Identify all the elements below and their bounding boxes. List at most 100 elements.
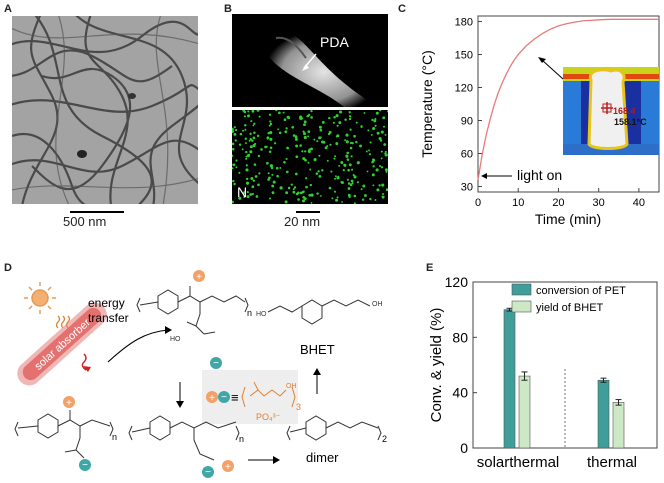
- nitrogen-dot: [244, 128, 247, 131]
- nitrogen-dot: [336, 124, 339, 127]
- nitrogen-dot: [365, 150, 368, 153]
- nitrogen-dot: [310, 193, 314, 197]
- bar: [503, 309, 516, 449]
- nitrogen-dot: [246, 177, 249, 180]
- y-tick-label: 40: [452, 385, 468, 401]
- subscript-2: 2: [382, 434, 387, 444]
- heat-arrow: [81, 353, 87, 371]
- nitrogen-dot: [353, 134, 356, 138]
- nitrogen-dot: [344, 118, 347, 121]
- nitrogen-dot: [243, 196, 246, 199]
- y-tick-label: 0: [460, 440, 468, 456]
- nitrogen-dot: [348, 117, 352, 121]
- nitrogen-dot: [232, 129, 235, 133]
- conversion-yield-chart: 0 40 80 120 solarthermal thermal Conv. & yiel…: [428, 274, 658, 471]
- nitrogen-dot: [304, 158, 307, 162]
- subscript-3: 3: [296, 402, 301, 412]
- nitrogen-dot: [271, 191, 275, 195]
- nitrogen-dot: [326, 159, 329, 162]
- nitrogen-dot: [361, 198, 365, 201]
- nitrogen-dot: [347, 193, 351, 197]
- nitrogen-dot: [384, 152, 387, 155]
- legend-swatch: [511, 283, 532, 296]
- pet-catalyst-complex: [136, 286, 249, 335]
- nitrogen-dot: [381, 183, 385, 187]
- nitrogen-dot: [304, 150, 307, 153]
- svg-text:−: −: [82, 460, 88, 471]
- bar: [518, 375, 531, 449]
- panel-c-label: C: [398, 3, 406, 15]
- nitrogen-dot: [349, 146, 353, 150]
- nitrogen-dot: [308, 150, 311, 153]
- element-label-n: N: [237, 184, 248, 200]
- nitrogen-dot: [384, 168, 388, 172]
- nitrogen-dot: [371, 118, 374, 122]
- nitrogen-dot: [269, 137, 273, 141]
- nitrogen-dot: [249, 132, 252, 136]
- nitrogen-dot: [328, 186, 332, 190]
- nitrogen-dot: [333, 115, 336, 119]
- panel-b-label: B: [224, 3, 232, 15]
- nitrogen-dot: [334, 155, 337, 158]
- nitrogen-dot: [249, 138, 252, 141]
- nitrogen-dot: [329, 143, 332, 146]
- nitrogen-dot: [349, 183, 353, 187]
- scalebar-b: [296, 211, 320, 213]
- nitrogen-dot: [294, 137, 298, 141]
- nitrogen-dot: [250, 177, 254, 180]
- nitrogen-dot: [352, 174, 355, 177]
- nitrogen-dot: [303, 132, 306, 136]
- nitrogen-dot: [346, 151, 349, 155]
- nitrogen-dot: [242, 129, 245, 132]
- nitrogen-dot: [271, 167, 273, 170]
- nitrogen-dot: [245, 150, 248, 154]
- nitrogen-dot: [295, 155, 299, 159]
- nitrogen-signal-dots: [232, 110, 388, 204]
- nitrogen-dot: [372, 184, 375, 187]
- nitrogen-dot: [244, 137, 247, 140]
- nitrogen-dot: [246, 195, 250, 199]
- nitrogen-dot: [273, 142, 277, 145]
- y-axis-title: Temperature (°C): [419, 50, 435, 158]
- nitrogen-dot: [302, 195, 306, 199]
- nitrogen-dot: [347, 182, 351, 185]
- nitrogen-dot: [373, 119, 377, 123]
- nitrogen-dot: [277, 128, 279, 131]
- y-tick-label: 60: [461, 149, 473, 161]
- nitrogen-dot: [286, 146, 289, 150]
- nitrogen-dot: [353, 194, 357, 198]
- sun-icon: [24, 282, 56, 314]
- inset-pointer-arrowhead: [538, 57, 546, 63]
- bar: [597, 379, 610, 449]
- nitrogen-dot: [283, 118, 287, 122]
- nitrogen-dot: [351, 182, 354, 185]
- nitrogen-dot: [278, 131, 282, 135]
- nitrogen-dot: [307, 161, 310, 164]
- eds-map-nitrogen: N: [232, 110, 388, 204]
- nitrogen-dot: [303, 135, 307, 140]
- nitrogen-dot: [369, 141, 372, 144]
- nitrogen-dot: [346, 178, 349, 181]
- nitrogen-dot: [319, 136, 322, 139]
- svg-text:−: −: [205, 467, 211, 478]
- nitrogen-dot: [318, 125, 322, 129]
- nitrogen-dot: [238, 143, 242, 146]
- nitrogen-dot: [255, 195, 259, 198]
- x-category-label: solarthermal: [477, 454, 560, 471]
- nitrogen-dot: [317, 170, 320, 173]
- nitrogen-dot: [332, 121, 335, 124]
- nitrogen-dot: [371, 173, 375, 177]
- nitrogen-dot: [269, 146, 273, 150]
- nitrogen-dot: [252, 124, 255, 127]
- subscript-n-top: n: [247, 308, 252, 318]
- nitrogen-dot: [335, 142, 339, 146]
- nitrogen-dot: [278, 111, 281, 115]
- nitrogen-dot: [292, 134, 296, 137]
- nitrogen-dot: [372, 165, 375, 168]
- nitrogen-dot: [345, 154, 349, 158]
- nitrogen-dot: [284, 200, 288, 204]
- nitrogen-dot: [257, 183, 260, 187]
- nitrogen-dot: [321, 121, 325, 124]
- nitrogen-dot: [343, 163, 347, 167]
- nitrogen-dot: [238, 196, 242, 200]
